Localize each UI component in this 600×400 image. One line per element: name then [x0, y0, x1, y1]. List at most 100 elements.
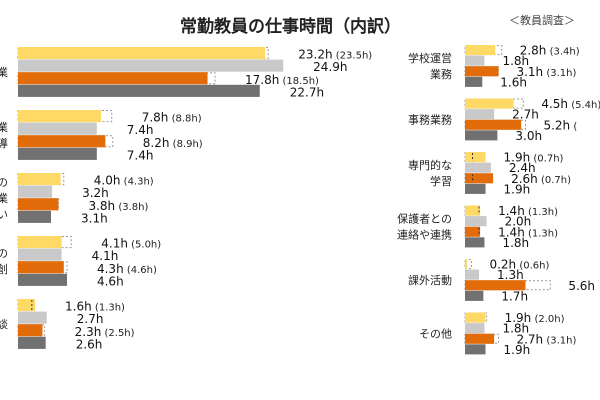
value-label: 4.1h	[92, 249, 119, 263]
value-label: 1.9h	[504, 343, 531, 357]
bar	[465, 66, 499, 77]
data-label: 2.6h (0.7h)	[511, 172, 571, 186]
bar	[465, 55, 485, 66]
bar	[465, 109, 495, 120]
bar	[465, 344, 486, 355]
value-label: 5.6h	[568, 279, 595, 293]
data-label: 1.8h	[502, 54, 529, 68]
category-label: 導	[0, 136, 8, 150]
previous-value-label: (0.6h)	[516, 261, 549, 272]
value-label: 3.2h	[82, 186, 109, 200]
bar	[465, 205, 481, 216]
previous-value-label: (1.3h)	[92, 303, 125, 314]
previous-value-label: (1.3h)	[525, 207, 558, 218]
bar-prev-outline	[464, 259, 472, 270]
data-label: 23.2h (23.5h)	[298, 48, 372, 62]
data-label: 2.7h	[77, 312, 104, 326]
bar	[465, 130, 498, 141]
data-label: 0.2h (0.6h)	[489, 258, 549, 272]
value-label: 1.9h	[505, 311, 532, 325]
category-label: 業	[0, 192, 8, 205]
value-label: 3.1h	[81, 211, 108, 225]
bar	[465, 119, 522, 130]
previous-value-label: (1.3h)	[525, 228, 558, 239]
value-label: 2.7h	[512, 108, 539, 122]
value-label: 1.6h	[500, 75, 527, 89]
value-label: 4.6h	[97, 274, 124, 288]
previous-value-label: (4.3h)	[120, 177, 153, 188]
data-label: 7.4h	[127, 148, 154, 162]
value-label: 1.8h	[502, 54, 529, 68]
data-label: 1.8h	[502, 322, 529, 336]
data-label: 1.3h	[497, 268, 524, 282]
previous-value-label: (8.8h)	[168, 114, 201, 125]
category-label: 学習	[430, 174, 452, 188]
bar	[465, 323, 485, 334]
data-label: 2.4h	[509, 161, 536, 175]
data-label: 1.9h (0.7h)	[504, 151, 564, 165]
bar	[465, 45, 496, 56]
data-label: 4.1h	[92, 249, 119, 263]
bar	[18, 236, 62, 249]
bar	[465, 76, 483, 87]
value-label: 7.4h	[127, 148, 154, 162]
bar	[465, 259, 468, 270]
bar	[18, 59, 284, 72]
data-label: 2.3h (2.5h)	[75, 325, 135, 339]
data-label: 2.8h (3.4h)	[520, 44, 580, 58]
bar	[465, 162, 491, 173]
previous-value-label: (18.5h)	[279, 76, 319, 87]
value-label: 0.2h	[489, 258, 516, 272]
data-label: 7.4h	[127, 123, 154, 137]
bar	[18, 311, 47, 324]
chart-subtitle: ＜教員調査＞	[509, 14, 575, 27]
value-label: 7.4h	[127, 123, 154, 137]
bar	[465, 333, 495, 344]
category-label: 課外活動	[408, 273, 452, 287]
value-label: 2.7h	[516, 332, 543, 346]
data-label: 3.8h (3.8h)	[88, 199, 148, 213]
value-label: 7.8h	[142, 111, 169, 125]
value-label: 1.8h	[502, 322, 529, 336]
value-label: 1.4h	[498, 204, 525, 218]
value-label: 2.8h	[520, 44, 547, 58]
category-label: の	[0, 176, 8, 189]
value-label: 4.1h	[101, 237, 128, 251]
bar	[465, 290, 484, 301]
category-label: 業務	[430, 67, 452, 81]
data-label: 1.6h	[500, 75, 527, 89]
data-label: 3.0h	[515, 129, 542, 143]
bar	[465, 237, 485, 248]
bar	[18, 110, 102, 123]
data-label: 3.1h	[81, 211, 108, 225]
value-label: 23.2h	[298, 48, 332, 62]
category-label: 連絡や連携	[397, 228, 452, 242]
bar	[18, 47, 266, 60]
previous-value-label: (8.9h)	[169, 139, 202, 150]
value-label: 4.0h	[94, 174, 121, 188]
bar	[18, 273, 67, 286]
data-label: 2.7h (3.1h)	[516, 332, 576, 346]
value-label: 1.8h	[502, 236, 529, 250]
data-label: 2.7h	[512, 108, 539, 122]
category-label: 学校運営	[408, 51, 452, 65]
bar	[18, 173, 61, 186]
value-label: 1.3h	[497, 268, 524, 282]
previous-value-label: (0.7h)	[538, 175, 571, 186]
bar	[18, 299, 36, 312]
previous-value-label: (	[570, 121, 577, 132]
chart-title: 常勤教員の仕事時間（内訳）	[180, 17, 401, 37]
data-label: 1.7h	[501, 289, 528, 303]
value-label: 2.3h	[75, 325, 102, 339]
category-label: 談	[0, 317, 8, 331]
value-label: 5.2h	[543, 118, 570, 132]
data-label: 3.1h (3.1h)	[516, 65, 576, 79]
data-label: 1.8h	[502, 236, 529, 250]
bar	[465, 312, 486, 323]
previous-value-label: (5.0h)	[128, 240, 161, 251]
value-label: 22.7h	[290, 85, 324, 99]
previous-value-label: (2.0h)	[531, 314, 564, 325]
data-label: 7.8h (8.8h)	[142, 111, 202, 125]
